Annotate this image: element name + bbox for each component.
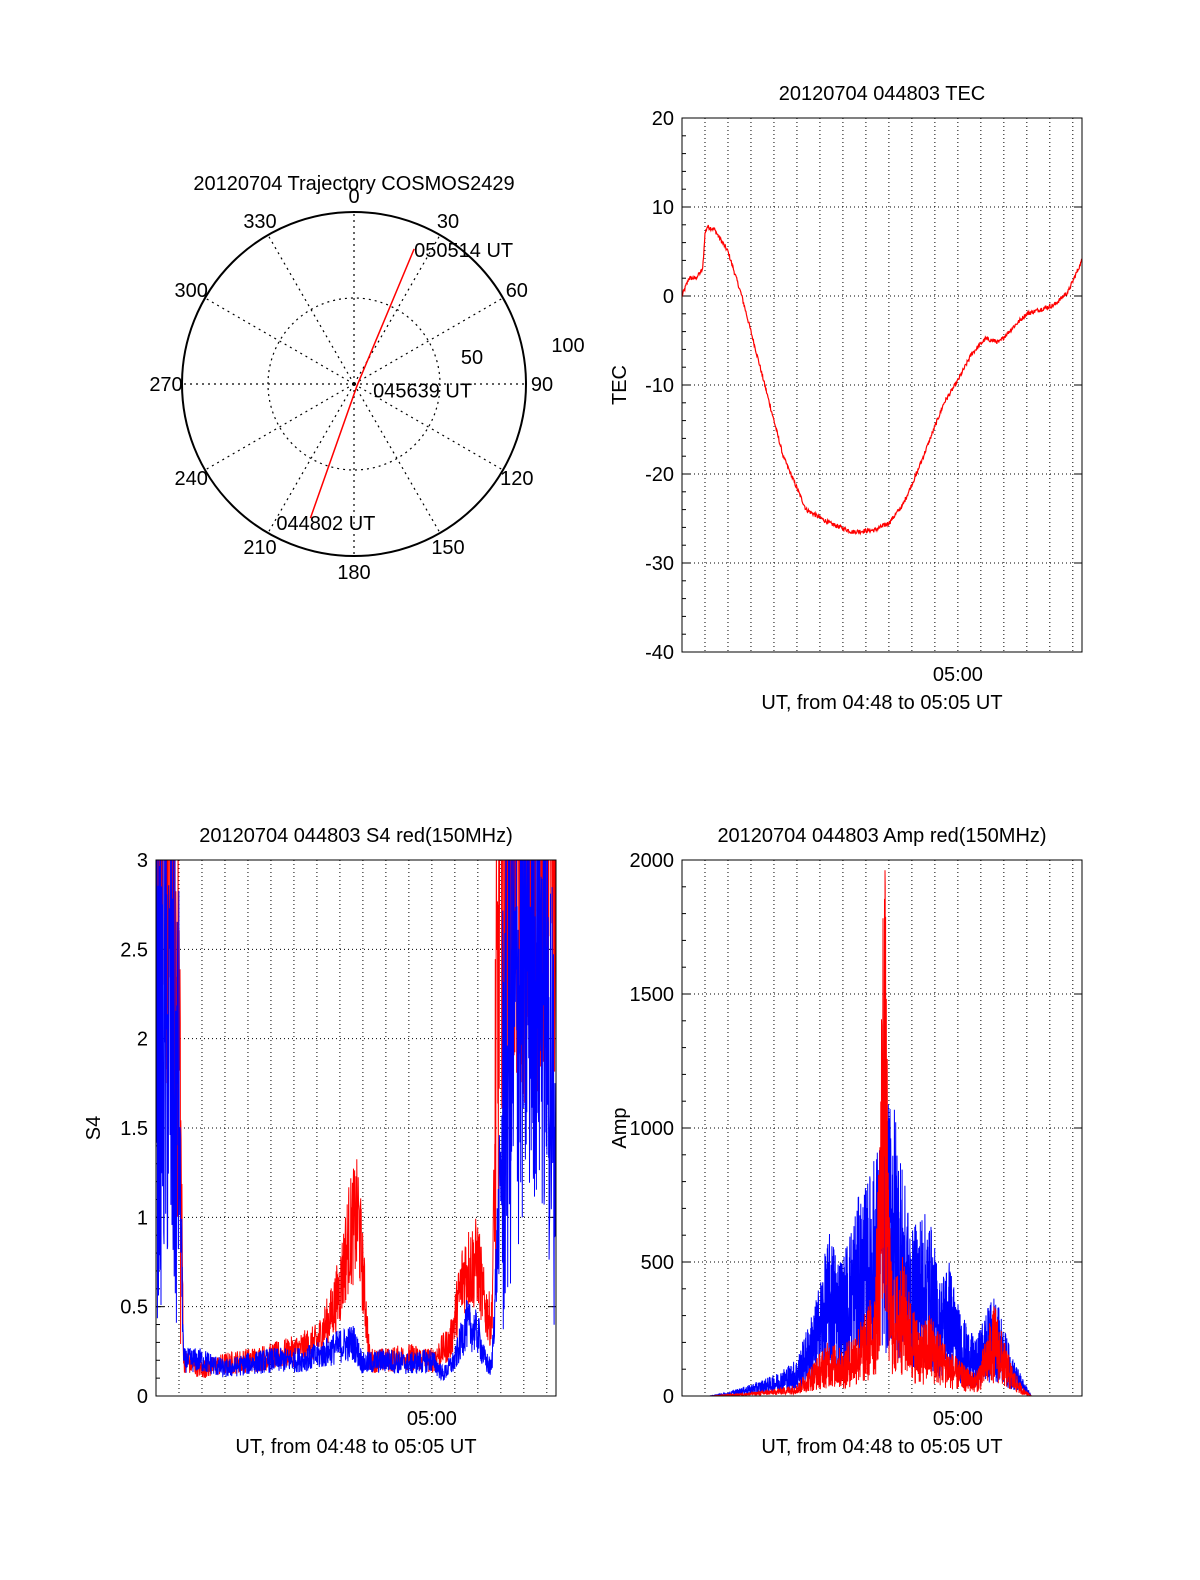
y-tick-label: 0.5	[120, 1297, 148, 1319]
series-red-line	[682, 870, 1082, 1396]
series-red-line	[156, 860, 556, 1379]
trajectory-time-label: 044802 UT	[276, 513, 375, 535]
trajectory-time-label: 045639 UT	[373, 380, 472, 402]
y-tick-label: 0	[137, 1386, 148, 1408]
polar-outer-circle	[181, 211, 527, 557]
x-axis-label: UT, from 04:48 to 05:05 UT	[235, 1436, 476, 1458]
series-blue-line	[156, 860, 556, 1382]
polar-angle-label: 240	[174, 468, 207, 490]
polar-spoke	[353, 383, 441, 534]
y-tick-label: -30	[645, 553, 674, 575]
y-tick-label: -40	[645, 642, 674, 664]
y-tick-label: 0	[663, 286, 674, 308]
tec-panel: 20120704 044803 TEC 20 10 0 -10 -20 -30 -40 05:0…	[609, 83, 1083, 714]
polar-spoke	[353, 234, 441, 385]
polar-spoke	[353, 297, 504, 385]
polar-angle-label: 90	[531, 374, 553, 396]
y-tick-label: -10	[645, 375, 674, 397]
polar-spoke	[204, 383, 355, 471]
plot-frame	[681, 859, 1083, 1397]
amp-panel: 20120704 044803 Amp red(150MHz) 2000 1500 1…	[609, 825, 1083, 1458]
y-tick-label: 2.5	[120, 939, 148, 961]
y-tick-label: 1.5	[120, 1118, 148, 1140]
y-tick-label: 0	[663, 1386, 674, 1408]
x-tick-label: 05:00	[933, 664, 983, 686]
polar-spoke	[267, 383, 355, 534]
polar-angle-label: 300	[174, 280, 207, 302]
polar-angle-label: 60	[506, 280, 528, 302]
polar-radial-label: 50	[461, 347, 483, 369]
chart-title: 20120704 044803 S4 red(150MHz)	[199, 825, 513, 847]
s4-panel: 20120704 044803 S4 red(150MHz) 3 2.5 2 1.5 1 0…	[83, 825, 557, 1458]
y-axis-label: S4	[83, 1116, 105, 1140]
x-axis-label: UT, from 04:48 to 05:05 UT	[761, 692, 1002, 714]
y-tick-label: 20	[652, 108, 674, 130]
polar-angle-label: 210	[243, 537, 276, 559]
plot-frame	[681, 117, 1083, 653]
y-tick-label: -20	[645, 464, 674, 486]
polar-angle-label: 180	[337, 562, 370, 584]
polar-spoke	[204, 297, 355, 385]
polar-spoke	[353, 383, 504, 471]
trajectory-line	[309, 248, 415, 519]
y-tick-label: 1	[137, 1207, 148, 1229]
x-tick-label: 05:00	[407, 1408, 457, 1430]
y-tick-label: 2000	[630, 850, 675, 872]
y-tick-label: 1000	[630, 1118, 675, 1140]
x-axis-label: UT, from 04:48 to 05:05 UT	[761, 1436, 1002, 1458]
polar-angle-label: 0	[348, 186, 359, 208]
x-tick-label: 05:00	[933, 1408, 983, 1430]
series-red-line	[682, 224, 1082, 536]
y-tick-label: 500	[641, 1252, 674, 1274]
polar-angle-label: 150	[431, 537, 464, 559]
polar-angle-label: 270	[149, 374, 182, 396]
polar-angle-label: 30	[437, 211, 459, 233]
y-tick-label: 2	[137, 1029, 148, 1051]
polar-radial-label: 100	[551, 335, 584, 357]
y-tick-label: 10	[652, 197, 674, 219]
chart-title: 20120704 044803 TEC	[779, 83, 985, 105]
y-tick-label: 1500	[630, 984, 675, 1006]
plot-frame	[155, 859, 557, 1397]
polar-title: 20120704 Trajectory COSMOS2429	[193, 173, 514, 195]
y-axis-label: TEC	[609, 365, 631, 405]
chart-title: 20120704 044803 Amp red(150MHz)	[717, 825, 1046, 847]
polar-angle-label: 120	[500, 468, 533, 490]
polar-angle-label: 330	[243, 211, 276, 233]
trajectory-time-label: 050514 UT	[414, 240, 513, 262]
y-axis-label: Amp	[609, 1107, 631, 1148]
y-tick-label: 3	[137, 850, 148, 872]
polar-spoke	[267, 234, 355, 385]
